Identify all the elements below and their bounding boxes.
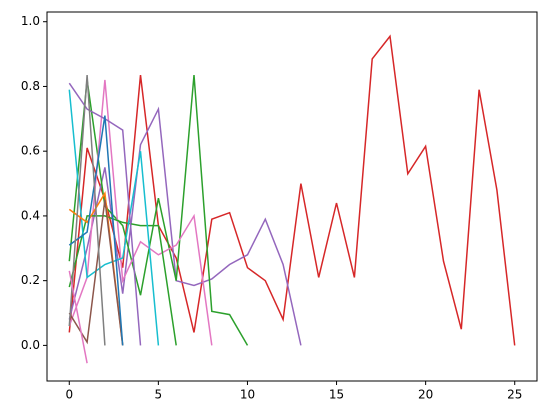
- y-tick-label: 1.0: [21, 14, 40, 28]
- series-line: [68, 115, 124, 346]
- series-line: [68, 270, 88, 364]
- series-line: [68, 106, 302, 346]
- y-tick-label: 0.0: [21, 338, 40, 352]
- series-line: [68, 199, 124, 346]
- series-line: [68, 89, 160, 346]
- x-tick-label: 10: [240, 388, 255, 402]
- x-tick-label: 25: [507, 388, 522, 402]
- x-tick-label: 20: [418, 388, 433, 402]
- y-tick-label: 0.8: [21, 79, 40, 93]
- x-tick-label: 15: [329, 388, 344, 402]
- plot-frame: [46, 11, 538, 382]
- y-tick-label: 0.2: [21, 273, 40, 287]
- series-line: [68, 75, 106, 346]
- series-line: [68, 34, 516, 346]
- series-line: [68, 75, 249, 346]
- series-line: [68, 215, 177, 346]
- y-tick-label: 0.6: [21, 144, 40, 158]
- y-tick-label: 0.4: [21, 208, 40, 222]
- x-tick-label: 0: [65, 388, 73, 402]
- x-tick-label: 5: [155, 388, 163, 402]
